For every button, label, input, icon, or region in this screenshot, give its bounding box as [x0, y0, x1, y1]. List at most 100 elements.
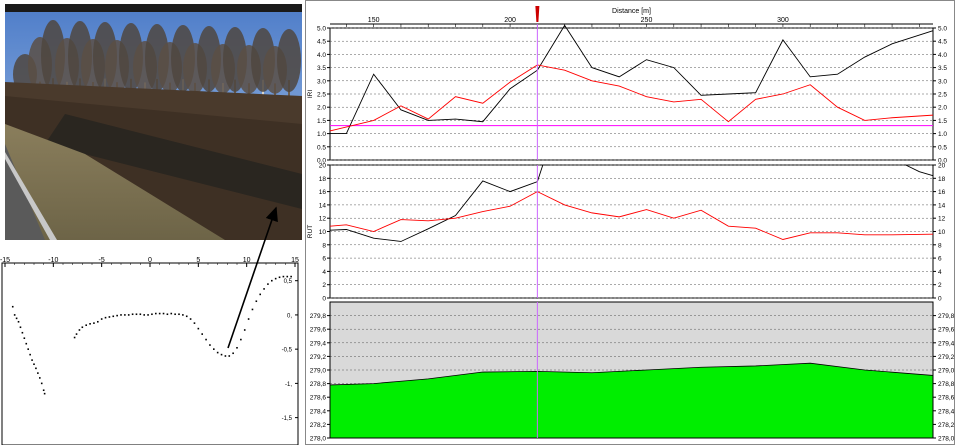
profile-point — [135, 313, 138, 316]
profile-point — [201, 333, 203, 335]
y-tick-label-right: 8 — [938, 242, 942, 249]
profile-point — [17, 320, 20, 323]
y-tick-label-right: 4 — [938, 269, 942, 276]
y-tick-label-right: 0.5 — [938, 144, 947, 151]
profile-point — [178, 313, 180, 316]
cursor-marker-icon — [535, 6, 540, 22]
profile-point — [290, 275, 292, 278]
roadside-ditch-photo — [5, 4, 302, 240]
profile-point — [224, 355, 227, 357]
chart-panel-1: 0.0 0.0 0.5 0.5 1.0 1.0 1.5 1.5 2.0 2.0 2.5 2.5 3.0 3… — [307, 24, 947, 165]
y-tick-label-left: 278,4 — [310, 408, 327, 415]
profile-point — [31, 359, 33, 361]
profile-point — [23, 337, 26, 339]
y-tick-label-right: 2.5 — [938, 92, 947, 99]
y-tick-label-left: 4.5 — [317, 39, 326, 46]
y-tick-label-left: 4 — [322, 269, 326, 276]
y-tick-label-right: 279,8 — [938, 313, 955, 320]
y-tick-label-left: 2 — [322, 282, 326, 289]
profile-point — [162, 312, 165, 315]
y-tick-label-left: 278,0 — [310, 436, 327, 443]
y-tick-label-right: 1.5 — [938, 118, 947, 125]
y-tick-label-right: 278,4 — [938, 408, 955, 415]
profile-x-tick-label: -10 — [48, 257, 58, 264]
profile-point — [19, 326, 22, 329]
distance-axis-title: Distance [m] — [612, 8, 651, 15]
y-tick-label-left: 3.0 — [317, 78, 326, 85]
y-tick-label-right: 1.0 — [938, 131, 947, 138]
profile-point — [78, 329, 81, 331]
profile-point — [93, 322, 95, 324]
y-tick-label-left: 12 — [319, 216, 327, 223]
distance-tick-label: 200 — [504, 17, 516, 24]
y-tick-label-right: 278,2 — [938, 422, 955, 429]
y-axis-label: IRI — [307, 90, 314, 99]
y-tick-label-left: 4.0 — [317, 52, 326, 59]
y-tick-label-left: 279,4 — [310, 340, 327, 347]
profile-point — [205, 338, 207, 341]
profile-point — [27, 348, 29, 350]
y-tick-label-right: 2.0 — [938, 105, 947, 112]
y-tick-label-right: 10 — [938, 229, 946, 236]
y-tick-label-left: 278,8 — [310, 381, 327, 388]
profile-point — [251, 308, 254, 311]
y-tick-label-right: 3.0 — [938, 78, 947, 85]
y-tick-label-right: 278,0 — [938, 436, 955, 443]
y-tick-label-right: 278,8 — [938, 381, 955, 388]
profile-point — [193, 322, 196, 324]
y-tick-label-left: 1.5 — [317, 118, 326, 125]
y-tick-label-right: 14 — [938, 202, 946, 209]
y-tick-label-right: 279,0 — [938, 368, 955, 375]
profile-point — [147, 314, 149, 316]
profile-point — [97, 320, 99, 323]
profile-point — [166, 313, 169, 316]
profile-point — [170, 312, 173, 315]
series-line-2 — [905, 164, 934, 177]
profile-point — [42, 389, 45, 392]
profile-point — [158, 312, 161, 315]
y-tick-label-left: 278,6 — [310, 395, 327, 402]
y-tick-label-right: 16 — [938, 189, 946, 196]
y-tick-label-left: 2.0 — [317, 105, 326, 112]
profile-point — [174, 313, 176, 316]
y-tick-label-right: 279,2 — [938, 354, 955, 361]
y-tick-label-left: 6 — [322, 256, 326, 263]
y-tick-label-left: 5.0 — [317, 26, 326, 33]
profile-point — [100, 318, 103, 320]
profile-point — [131, 313, 134, 316]
series-line-2 — [329, 64, 934, 132]
profile-point — [116, 314, 118, 317]
profile-point — [240, 338, 242, 341]
profile-point — [228, 355, 231, 357]
elevation-line — [329, 362, 934, 386]
profile-point — [120, 314, 122, 316]
y-tick-label-left: 0 — [322, 296, 326, 303]
y-tick-label-left: 20 — [319, 163, 327, 170]
y-tick-label-right: 0.0 — [938, 158, 947, 165]
series-line-3 — [329, 191, 934, 240]
profile-point — [112, 315, 115, 318]
y-tick-label-left: 3.5 — [317, 65, 326, 72]
y-axis-label: RUT — [307, 225, 314, 238]
profile-point — [267, 283, 269, 285]
profile-point — [39, 377, 41, 379]
profile-y-tick-label: -1, — [285, 382, 292, 388]
profile-point — [216, 351, 219, 354]
profile-point — [274, 277, 277, 280]
profile-point — [104, 316, 107, 319]
y-tick-label-left: 279,2 — [310, 354, 327, 361]
profile-point — [182, 314, 184, 316]
y-tick-label-right: 6 — [938, 256, 942, 263]
profile-point — [143, 314, 145, 316]
y-tick-label-left: 18 — [319, 176, 327, 183]
y-tick-label-left: 16 — [319, 189, 327, 196]
profile-point — [213, 348, 215, 350]
profile-point — [236, 346, 238, 349]
y-tick-label-left: 8 — [322, 242, 326, 249]
profile-point — [259, 293, 261, 296]
profile-point — [124, 314, 126, 316]
profile-point — [255, 300, 258, 303]
profile-point — [286, 275, 289, 278]
profile-point — [282, 275, 285, 278]
